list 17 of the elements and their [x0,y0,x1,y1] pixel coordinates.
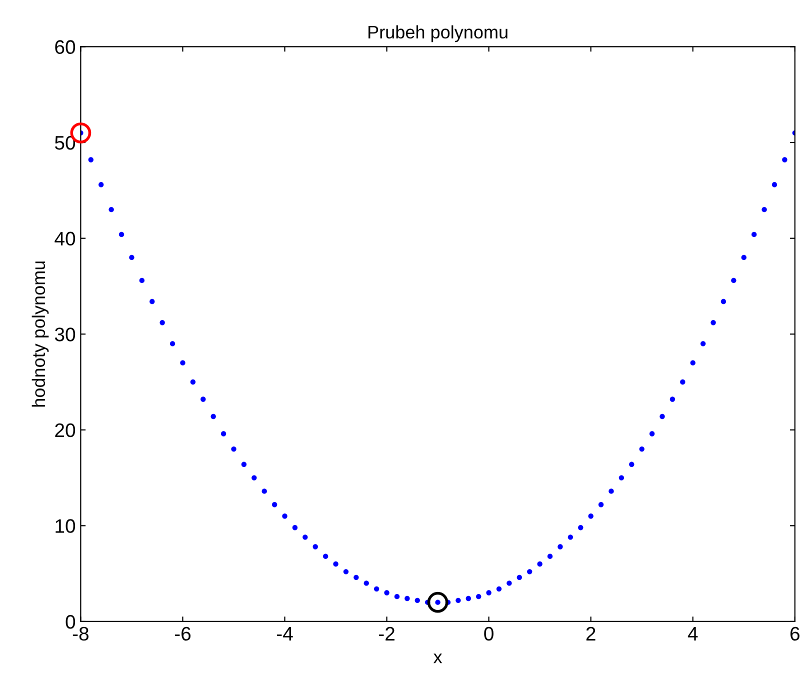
y-tick-label: 60 [55,40,76,54]
x-tick-label: -6 [174,626,191,641]
x-tick-label: -4 [276,627,293,640]
y-tick-label: 40 [54,232,76,246]
x-tick-label: -8 [72,626,88,641]
y-tick-label: 30 [54,328,76,342]
y-tick-label: 0 [66,614,76,629]
x-tick-label: 4 [688,627,698,640]
x-tick-label: 2 [586,626,596,640]
x-tick-label: 0 [484,626,494,641]
y-tick-label: 10 [56,519,76,533]
y-axis-title: hodnoty polynomu [32,262,49,407]
x-axis-title: x [433,654,442,664]
x-tick-label: 6 [790,626,800,641]
x-tick-label: -2 [379,626,394,640]
y-tick-label: 20 [55,423,76,438]
chart-title: Prubeh polynomu [368,25,508,42]
